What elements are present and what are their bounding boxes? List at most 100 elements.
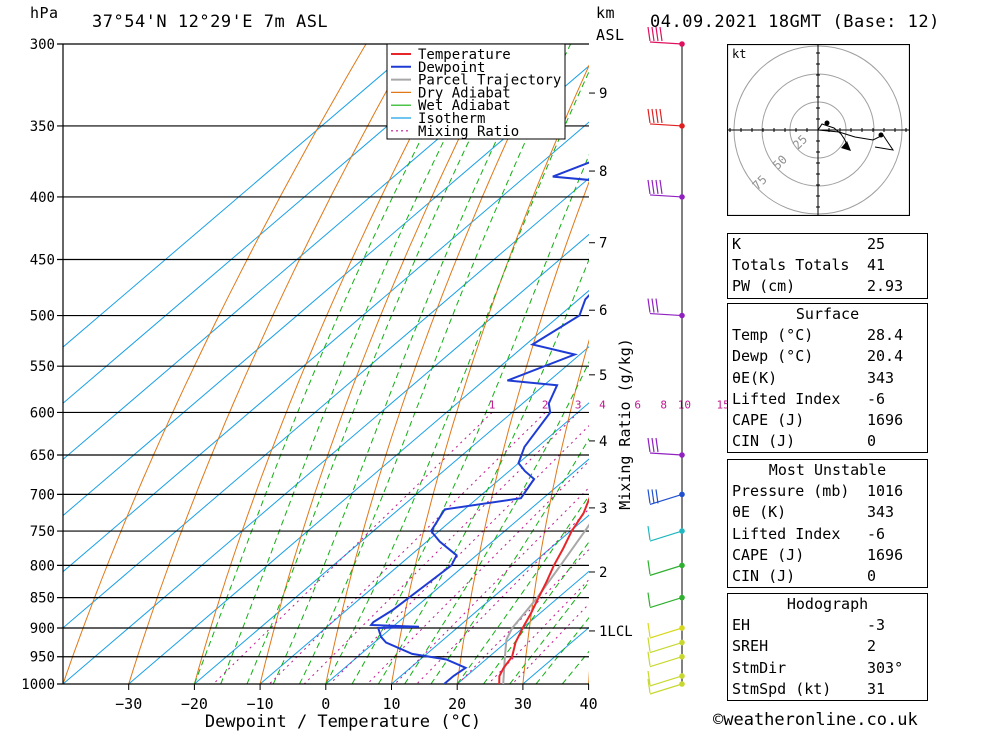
wind-barb-shaft (649, 530, 683, 542)
wind-barb-feather (655, 489, 659, 504)
pressure-tick-label: 600 (30, 405, 55, 421)
wind-barb-shaft (649, 123, 683, 127)
pressure-tick-label: 900 (30, 621, 55, 637)
wind-barb-feather (647, 437, 651, 453)
wet-adiabat-line (404, 361, 589, 684)
isotherm-line (63, 65, 589, 517)
credit-link[interactable]: ©weatheronline.co.uk (713, 710, 918, 730)
height-unit-label: km (596, 4, 616, 22)
surface-cin-label: CIN (J) (732, 432, 796, 451)
isotherm-line (325, 458, 589, 684)
wind-barb-shaft (649, 641, 683, 654)
height-km-label: 3 (599, 501, 607, 517)
pressure-tick-label: 1000 (21, 677, 55, 693)
stmspd-value: 31 (867, 679, 886, 698)
wind-barb-shaft (649, 627, 683, 639)
mixing-ratio-label: 6 (634, 398, 641, 411)
wind-barb-feather (655, 437, 659, 453)
temperature-line (498, 496, 589, 684)
height-km-label: 2 (599, 565, 607, 581)
hodograph-table-title: Hodograph (786, 595, 869, 613)
pressure-tick-label: 850 (30, 591, 55, 607)
mixing-ratio-label: 8 (660, 398, 667, 411)
wind-barb-feather (647, 678, 651, 694)
wind-barb-feather (655, 179, 659, 195)
isotherm-line (63, 233, 589, 684)
wind-barb-shaft (649, 194, 683, 198)
dry-adiabat-line (128, 44, 413, 684)
wet-adiabat-line (272, 44, 543, 684)
mu-thetae-label: θE (K) (732, 503, 787, 522)
wind-barb-feather (659, 179, 663, 195)
pressure-tick-label: 700 (30, 487, 55, 503)
wind-barb-feather (655, 26, 659, 42)
wind-barb-shaft (649, 675, 683, 687)
height-km-label: 5 (599, 368, 607, 384)
height-km-label: 8 (599, 164, 607, 180)
stmdir-label: StmDir (732, 658, 787, 677)
wind-barb-feather (651, 437, 655, 453)
dry-adiabat-line (259, 44, 507, 684)
isotherm-line (63, 44, 484, 404)
pressure-tick-label: 350 (30, 119, 55, 135)
wind-barb-shaft (649, 564, 683, 576)
isotherm-line (63, 44, 550, 461)
wet-adiabat-line (220, 44, 494, 684)
height-km-label: 7 (599, 236, 607, 252)
surface-dewp-label: Dewp (°C) (732, 347, 814, 366)
mixing-ratio-line (394, 486, 589, 684)
mixing-ratio-axis-title: Mixing Ratio (g/kg) (616, 338, 634, 510)
pressure-tick-label: 550 (30, 359, 55, 375)
wind-level-dot (679, 452, 685, 458)
surface-li-value: -6 (867, 389, 886, 408)
x-tick-label: 20 (448, 695, 466, 713)
isotherm-line (63, 121, 589, 573)
wind-barb-shaft (649, 41, 683, 45)
surface-temp-label: Temp (°C) (732, 326, 814, 345)
isotherm-line (259, 402, 589, 684)
pressure-tick-label: 750 (30, 524, 55, 540)
height-km-label: 9 (599, 86, 607, 102)
dewpoint-line (369, 161, 589, 684)
eh-value: -3 (867, 616, 886, 635)
mu-pressure-value: 1016 (867, 482, 904, 501)
isotherm-line (63, 44, 418, 348)
mixing-ratio-label: 1 (489, 398, 496, 411)
wind-barb-feather (647, 637, 651, 652)
wet-adiabat-line (535, 616, 589, 684)
mu-pressure-label: Pressure (mb) (732, 482, 850, 501)
surface-cin-value: 0 (867, 432, 877, 451)
mixing-ratio-label: 10 (678, 398, 691, 411)
wet-adiabat-line (509, 580, 589, 684)
isotherm-line (391, 514, 589, 684)
mu-thetae-value: 343 (867, 503, 895, 522)
surface-thetae-value: 343 (867, 368, 895, 387)
indices-panel: K 25 Totals Totals 41 PW (cm) 2.93 (727, 233, 928, 299)
wind-barb-shaft (649, 452, 683, 456)
wind-barb-shaft (649, 493, 683, 505)
surface-dewp-value: 20.4 (867, 347, 904, 366)
height-km-label: 6 (599, 303, 607, 319)
wind-barb-feather (647, 298, 651, 313)
wet-adiabat-line (430, 437, 589, 684)
pressure-tick-label: 950 (30, 650, 55, 666)
x-tick-label: −10 (247, 695, 274, 713)
legend-entry: Dry Adiabat (418, 85, 511, 101)
mu-cape-value: 1696 (867, 545, 904, 564)
pw-value: 2.93 (867, 277, 904, 296)
legend-entry: Dewpoint (418, 60, 485, 76)
dry-adiabat-line (193, 44, 460, 684)
mixing-ratio-line (269, 412, 546, 684)
location-title: 37°54'N 12°29'E 7m ASL (92, 12, 329, 32)
x-tick-label: 10 (382, 695, 400, 713)
surface-temp-value: 28.4 (867, 326, 904, 345)
wind-barb-shaft (649, 656, 683, 668)
mu-cin-label: CIN (J) (732, 567, 796, 586)
hodograph-trace (817, 129, 895, 151)
wet-adiabat-line (483, 541, 589, 684)
wind-barb-shaft (649, 312, 683, 317)
dry-adiabat-line (588, 670, 589, 684)
hodograph-unit-label: kt (732, 47, 746, 61)
